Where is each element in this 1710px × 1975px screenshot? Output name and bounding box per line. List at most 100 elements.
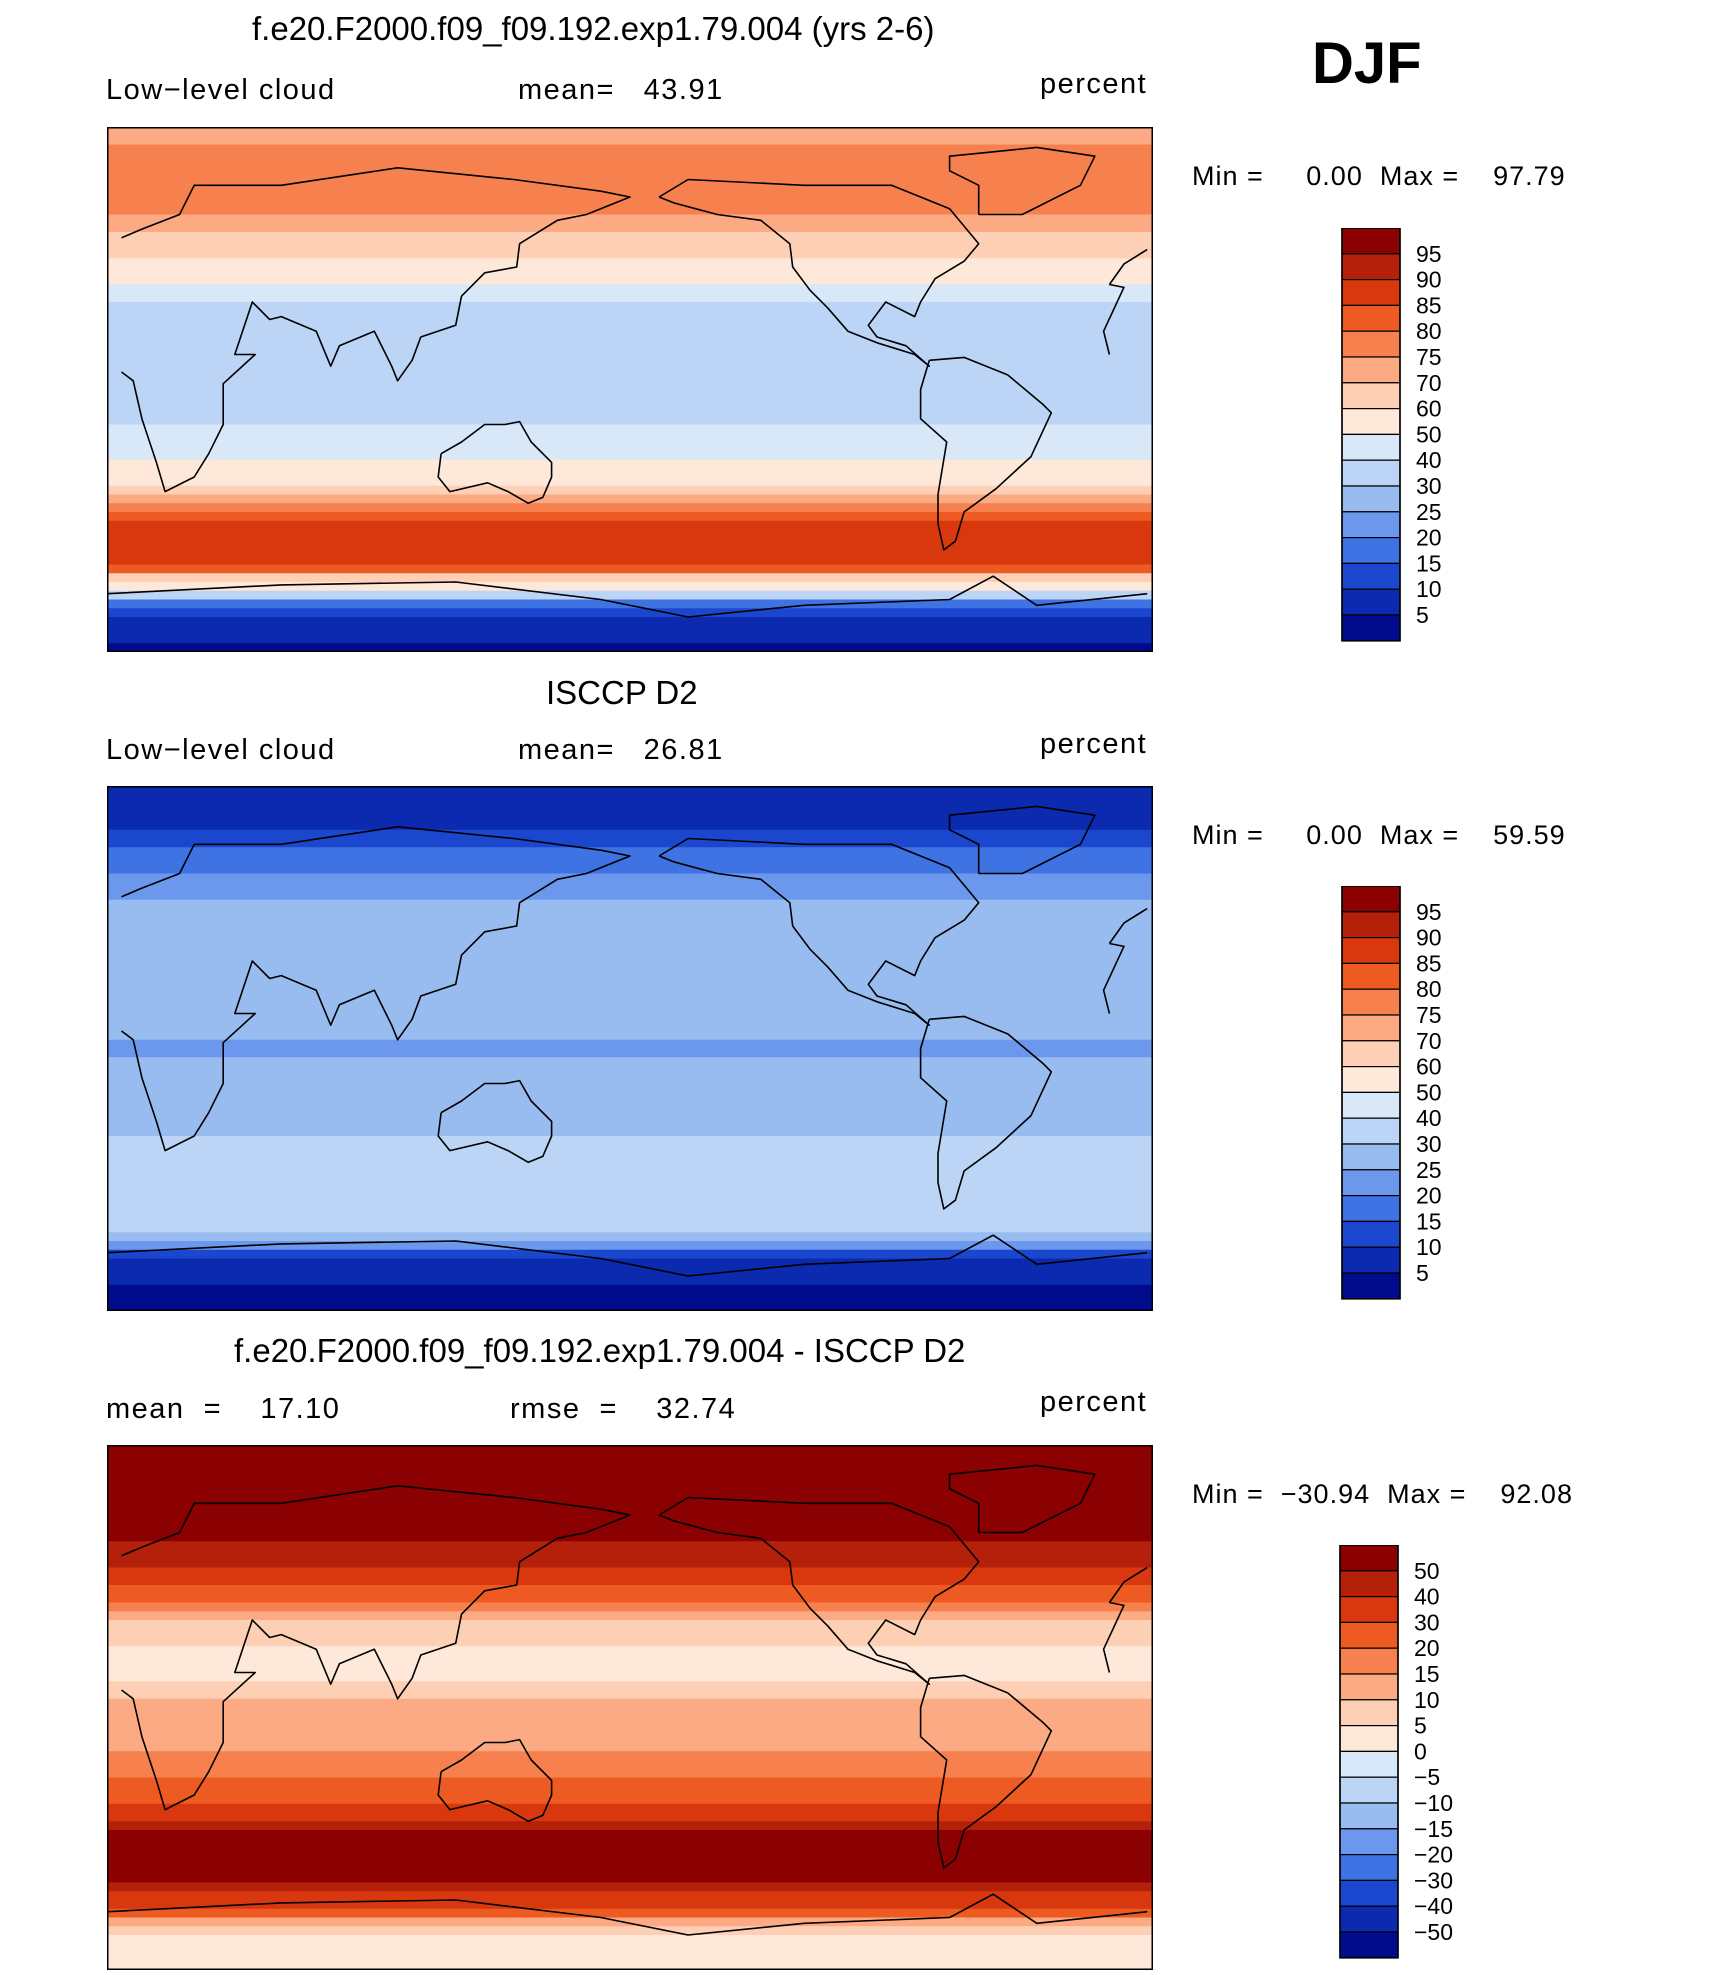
panel-1-map-band	[107, 538, 1153, 548]
panel-2-colorbar-tick-label: 90	[1416, 925, 1442, 951]
panel-2-map-band	[107, 961, 1153, 971]
panel-1-units-label: percent	[1040, 68, 1148, 100]
panel-1-map-band	[107, 573, 1153, 583]
panel-3-map-band	[107, 1707, 1153, 1717]
panel-3-colorbar-box	[1339, 1854, 1399, 1882]
panel-2-map-band	[107, 786, 1153, 796]
panel-3-map-band	[107, 1646, 1153, 1656]
panel-3-colorbar-box	[1339, 1570, 1399, 1598]
panel-2-map-coastline	[1108, 907, 1148, 944]
panel-3-map-band	[107, 1681, 1153, 1691]
panel-2-colorbar-box	[1341, 911, 1401, 939]
panel-1-map-band	[107, 170, 1153, 181]
panel-3-map-band	[107, 1541, 1153, 1551]
panel-1-minmax: Min = 0.00 Max = 97.79	[1192, 161, 1566, 191]
panel-3-map-band	[107, 1488, 1153, 1499]
panel-2-colorbar-tick-label: 30	[1416, 1131, 1442, 1157]
panel-3-map-band	[107, 1943, 1153, 1954]
panel-3-map-band	[107, 1952, 1153, 1962]
panel-2-colorbar-tick-label: 50	[1416, 1079, 1442, 1105]
panel-1-colorbar-box	[1341, 614, 1401, 642]
panel-3-map-band	[107, 1462, 1153, 1472]
panel-2-units-label: percent	[1040, 728, 1148, 760]
panel-2-colorbar-tick-label: 60	[1416, 1054, 1442, 1080]
panel-1-map-band	[107, 179, 1153, 189]
panel-1-map-band	[107, 214, 1153, 224]
panel-1-colorbar-tick-label: 50	[1416, 421, 1442, 447]
panel-2-map-band	[107, 1083, 1153, 1093]
panel-1-map-band	[107, 258, 1153, 268]
panel-3-colorbar-tick-label: 40	[1414, 1584, 1440, 1610]
panel-1-map-coastline	[1108, 248, 1148, 285]
panel-2-colorbar-box	[1341, 1195, 1401, 1223]
panel-3-map-band	[107, 1795, 1153, 1805]
panel-2-minmax: Min = 0.00 Max = 59.59	[1192, 820, 1566, 850]
panel-2-map-band	[107, 1101, 1153, 1111]
panel-3-map-band	[107, 1453, 1153, 1464]
panel-1-colorbar-box	[1341, 588, 1401, 616]
panel-3-colorbar-box	[1339, 1673, 1399, 1701]
panel-2-map-band	[107, 794, 1153, 805]
panel-3-map-band	[107, 1742, 1153, 1752]
panel-1-map-band	[107, 197, 1153, 207]
panel-2-map-band	[107, 1039, 1153, 1050]
panel-1-colorbar-box	[1341, 356, 1401, 384]
panel-3-map-band	[107, 1620, 1153, 1630]
panel-3-map-band	[107, 1655, 1153, 1665]
panel-3-units-label: percent	[1040, 1386, 1148, 1418]
panel-1-map-band	[107, 634, 1153, 644]
panel-1-colorbar-tick-label: 75	[1416, 344, 1442, 370]
panel-1-colorbar-tick-label: 85	[1416, 292, 1442, 318]
panel-2-map-band	[107, 1302, 1153, 1312]
panel-2-map-band	[107, 1179, 1153, 1190]
panel-2-map-band	[107, 873, 1153, 883]
panel-3-map-coastline	[919, 1674, 1053, 1869]
panel-3-colorbar-tick-label: −20	[1414, 1842, 1453, 1868]
panel-3-map-coastline	[1108, 1566, 1148, 1603]
panel-3-map-coastline	[948, 1464, 1096, 1534]
panel-2-map-band	[107, 1293, 1153, 1303]
panel-2-map-band	[107, 1074, 1153, 1085]
panel-2-map-band	[107, 838, 1153, 848]
panel-2-colorbar-tick-label: 5	[1416, 1260, 1429, 1286]
panel-3-map-coastline	[121, 1484, 631, 1811]
panel-1-variable-label: Low−level cloud	[106, 74, 336, 106]
panel-3-colorbar-box	[1339, 1879, 1399, 1907]
panel-3-colorbar-box	[1339, 1802, 1399, 1830]
panel-1-map-band	[107, 617, 1153, 627]
panel-3-map-coastline	[658, 1496, 980, 1685]
panel-3-map-band	[107, 1567, 1153, 1577]
panel-3-map-svg	[106, 1445, 1153, 1971]
panel-2-map-band	[107, 1118, 1153, 1128]
panel-1-map-band	[107, 450, 1153, 461]
panel-2-map-band	[107, 891, 1153, 901]
panel-2-map-band	[107, 821, 1153, 831]
panel-1-colorbar-box	[1341, 253, 1401, 281]
panel-3-map-band	[107, 1908, 1153, 1919]
panel-2-map-band	[107, 1162, 1153, 1172]
panel-1-map-band	[107, 555, 1153, 566]
panel-1-map-band	[107, 477, 1153, 487]
panel-2-colorbar-box	[1341, 1040, 1401, 1068]
panel-1-colorbar-tick-label: 15	[1416, 550, 1442, 576]
panel-1-colorbar-box	[1341, 511, 1401, 539]
panel-3-colorbar-box	[1339, 1725, 1399, 1753]
panel-2-map-band	[107, 1232, 1153, 1242]
panel-3-map-band	[107, 1515, 1153, 1525]
panel-1-map-band	[107, 468, 1153, 478]
panel-1-map-band	[107, 459, 1153, 469]
panel-3-map-band	[107, 1838, 1153, 1849]
panel-3-map-band	[107, 1532, 1153, 1542]
panel-1-map-coastline	[121, 166, 631, 493]
panel-3-map-band	[107, 1593, 1153, 1604]
panel-3-map-band	[107, 1751, 1153, 1761]
panel-2-map-band	[107, 1013, 1153, 1023]
panel-2-map-band	[107, 969, 1153, 980]
panel-3-map-band	[107, 1830, 1153, 1840]
panel-1-map-coastline	[437, 420, 553, 505]
panel-1-mean-label: mean= 43.91	[518, 74, 724, 106]
panel-3-map-band	[107, 1698, 1153, 1709]
panel-3-map-band	[107, 1803, 1153, 1814]
panel-1-map-band	[107, 328, 1153, 338]
